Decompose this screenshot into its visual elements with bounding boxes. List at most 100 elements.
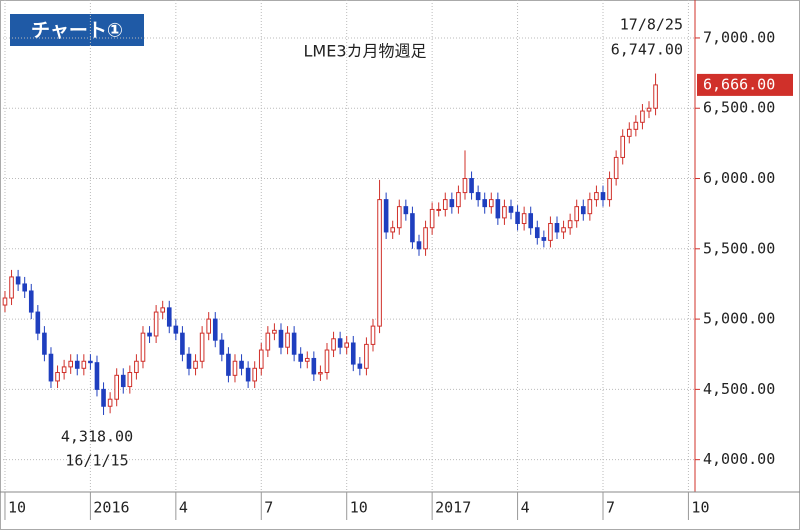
candle-body bbox=[252, 367, 258, 382]
x-tick-label: 4 bbox=[179, 499, 188, 517]
candle-body bbox=[15, 276, 21, 285]
candle-body bbox=[318, 372, 323, 375]
low-value: 4,318.00 bbox=[61, 428, 133, 446]
candle-body bbox=[462, 178, 468, 194]
y-tick-label: 5,000.00 bbox=[703, 310, 775, 328]
candle-body bbox=[226, 353, 231, 376]
candle-body bbox=[219, 339, 225, 355]
candle-body bbox=[403, 206, 409, 215]
candle-body bbox=[587, 199, 593, 215]
candle-body bbox=[61, 366, 67, 374]
candle-body bbox=[180, 332, 185, 355]
candle-body bbox=[55, 372, 60, 382]
x-tick-label: 7 bbox=[264, 499, 273, 517]
candle-body bbox=[22, 283, 27, 292]
candle-body bbox=[475, 192, 481, 201]
candle-body bbox=[2, 297, 8, 306]
y-tick-label: 6,500.00 bbox=[703, 99, 775, 117]
candle-body bbox=[515, 211, 520, 225]
candle-body bbox=[508, 206, 514, 213]
candle-body bbox=[410, 213, 415, 243]
candle-body bbox=[291, 332, 297, 355]
candle-body bbox=[548, 223, 553, 241]
candle-body bbox=[580, 206, 586, 215]
last-price: 6,666.00 bbox=[703, 75, 775, 93]
candle-body bbox=[337, 338, 343, 348]
candle-body bbox=[383, 199, 389, 233]
candle-body bbox=[534, 227, 540, 239]
x-tick-label: 4 bbox=[521, 499, 530, 517]
candle-body bbox=[567, 220, 573, 229]
candle-body bbox=[166, 307, 172, 327]
candle-body bbox=[278, 329, 284, 348]
candle-body bbox=[28, 290, 34, 313]
plot bbox=[2, 0, 695, 492]
x-tick-label: 10 bbox=[691, 499, 709, 517]
badge-bg bbox=[10, 14, 144, 46]
candle-body bbox=[626, 128, 632, 137]
candle-body bbox=[640, 110, 645, 123]
candle-body bbox=[114, 374, 119, 400]
candle-body bbox=[429, 208, 435, 229]
y-tick-label: 6,000.00 bbox=[703, 169, 775, 187]
candle-body bbox=[528, 213, 534, 229]
high-date: 17/8/25 bbox=[620, 16, 683, 34]
candle-body bbox=[554, 223, 560, 233]
candle-body bbox=[594, 192, 599, 201]
y-tick-label: 4,500.00 bbox=[703, 380, 775, 398]
candle-body bbox=[258, 349, 264, 369]
candle-body bbox=[653, 84, 658, 109]
candle-body bbox=[120, 374, 126, 388]
candle-body bbox=[541, 237, 547, 241]
candle-body bbox=[81, 360, 87, 369]
candle-body bbox=[607, 178, 612, 201]
high-value: 6,747.00 bbox=[611, 41, 683, 59]
candle-body bbox=[350, 342, 356, 365]
candle-body bbox=[272, 329, 277, 334]
candle-body bbox=[521, 213, 527, 225]
x-tick-label: 10 bbox=[8, 499, 26, 517]
candle-body bbox=[423, 227, 428, 250]
candle-body bbox=[107, 398, 113, 407]
x-tick-label: 10 bbox=[350, 499, 368, 517]
candle-body bbox=[574, 206, 580, 222]
candle-body bbox=[94, 362, 100, 390]
candle-body bbox=[495, 199, 501, 219]
x-tick-label: 2016 bbox=[93, 499, 129, 517]
candle-body bbox=[239, 360, 244, 369]
candle-body bbox=[35, 311, 41, 334]
candle-body bbox=[68, 360, 73, 368]
candle-body bbox=[390, 227, 396, 233]
x-tick-label: 7 bbox=[606, 499, 615, 517]
candle-body bbox=[199, 332, 205, 362]
candle-body bbox=[134, 360, 139, 374]
candle-body bbox=[377, 199, 382, 327]
candle-body bbox=[48, 353, 54, 382]
x-tick-label: 2017 bbox=[435, 499, 471, 517]
y-tick-label: 7,000.00 bbox=[703, 28, 775, 46]
candle-body bbox=[561, 227, 566, 233]
candle-body bbox=[370, 325, 376, 345]
candle-body bbox=[600, 192, 606, 201]
candle-body bbox=[449, 199, 455, 208]
candle-body bbox=[633, 121, 639, 130]
candle-body bbox=[364, 343, 369, 369]
candle-body bbox=[469, 178, 474, 194]
candle-body bbox=[212, 318, 218, 341]
candle-body bbox=[456, 192, 461, 208]
candle-body bbox=[304, 357, 310, 362]
candle-body bbox=[88, 360, 93, 364]
candle-body bbox=[482, 199, 488, 208]
candle-body bbox=[74, 360, 80, 369]
candle-body bbox=[101, 388, 106, 407]
low-date: 16/1/15 bbox=[65, 452, 128, 470]
candle-body bbox=[140, 332, 146, 362]
candle-body bbox=[127, 372, 133, 388]
last-price-bg bbox=[697, 73, 793, 96]
candle-body bbox=[153, 311, 159, 337]
candle-body bbox=[245, 367, 251, 382]
candle-body bbox=[357, 363, 363, 369]
candle-body bbox=[442, 199, 448, 210]
